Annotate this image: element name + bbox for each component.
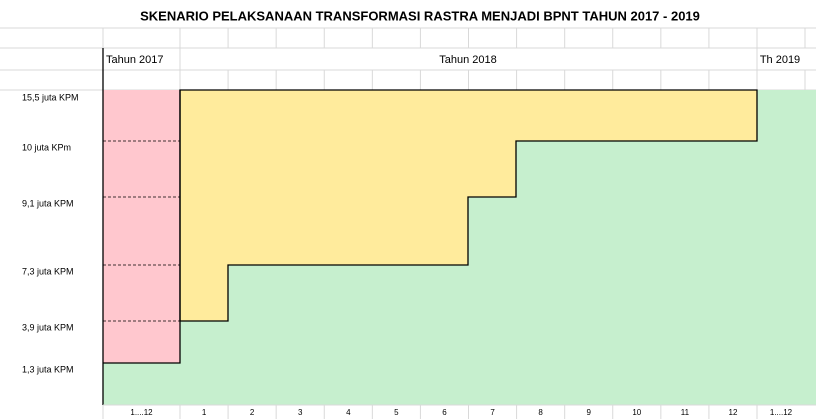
column-label: 6 bbox=[442, 408, 447, 417]
pink-border bbox=[103, 90, 181, 364]
level-label: 9,1 juta KPM bbox=[22, 198, 74, 208]
period-label: Th 2019 bbox=[760, 54, 800, 66]
dashed-lines bbox=[103, 140, 180, 322]
column-label: 1....12 bbox=[770, 408, 793, 417]
title: SKENARIO PELAKSANAAN TRANSFORMASI RASTRA… bbox=[140, 8, 700, 23]
column-label: 9 bbox=[586, 408, 591, 417]
period-label: Tahun 2017 bbox=[106, 54, 164, 66]
level-label: 7,3 juta KPM bbox=[22, 266, 74, 276]
period-label: Tahun 2018 bbox=[439, 54, 497, 66]
column-label: 12 bbox=[729, 408, 738, 417]
column-label: 2 bbox=[250, 408, 255, 417]
column-label: 7 bbox=[490, 408, 495, 417]
column-label: 4 bbox=[346, 408, 351, 417]
column-label: 1....12 bbox=[130, 408, 153, 417]
level-label: 1,3 juta KPM bbox=[22, 364, 74, 374]
level-label: 15,5 juta KPM bbox=[22, 92, 79, 102]
column-label: 1 bbox=[202, 408, 207, 417]
yellow-area bbox=[179, 89, 758, 322]
column-label: 8 bbox=[538, 408, 543, 417]
level-label: 10 juta KPm bbox=[22, 142, 71, 152]
column-label: 10 bbox=[632, 408, 641, 417]
level-label: 3,9 juta KPM bbox=[22, 322, 74, 332]
column-label: 3 bbox=[298, 408, 303, 417]
pink-area bbox=[103, 90, 180, 363]
column-label: 5 bbox=[394, 408, 399, 417]
column-label: 11 bbox=[681, 408, 690, 417]
